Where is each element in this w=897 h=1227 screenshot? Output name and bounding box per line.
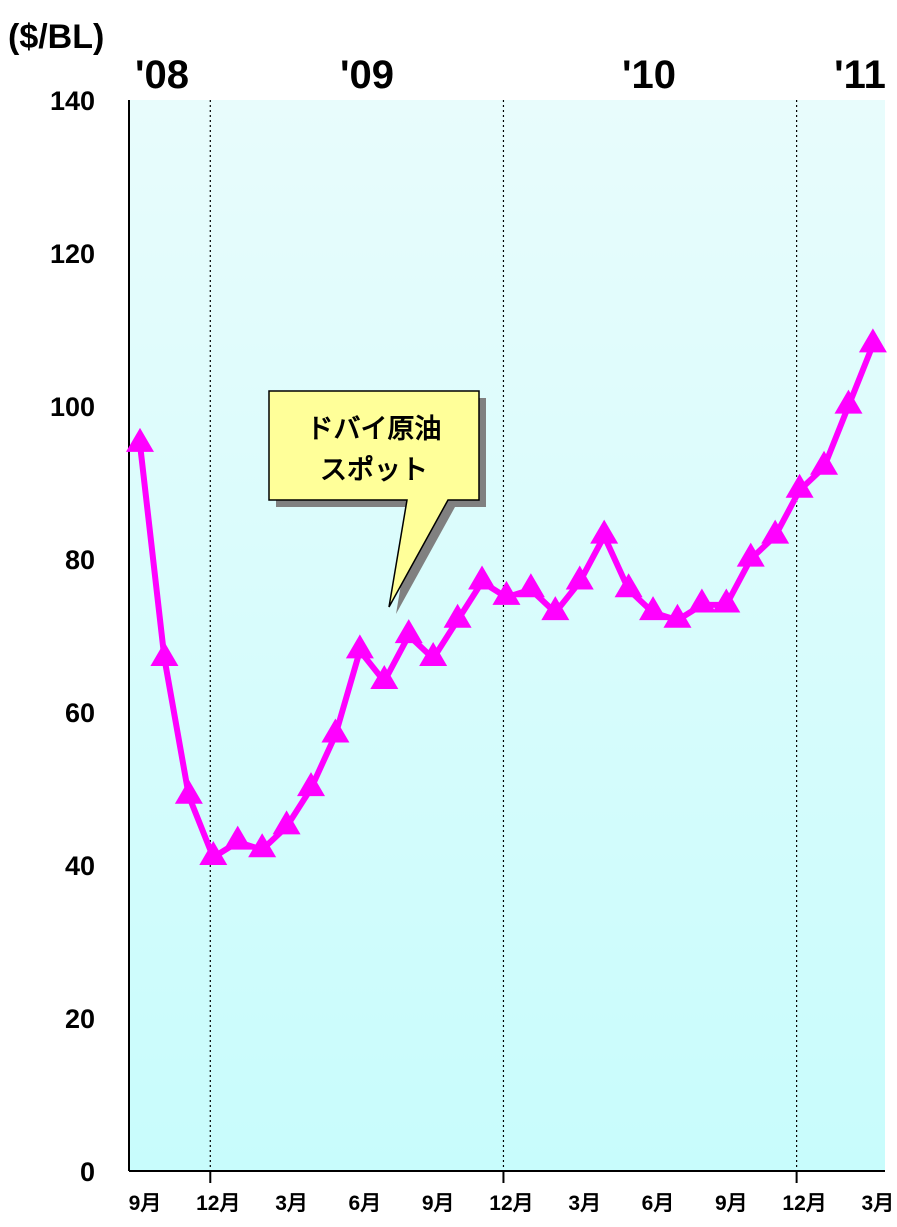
data-point-marker xyxy=(272,810,301,835)
data-point-marker xyxy=(223,825,252,850)
y-tick-label: 40 xyxy=(65,851,95,881)
y-tick-label: 0 xyxy=(80,1157,95,1187)
data-point-marker xyxy=(516,573,545,598)
y-tick-label: 120 xyxy=(50,239,95,269)
data-point-marker xyxy=(541,596,570,621)
data-point-marker xyxy=(736,542,765,567)
data-point-marker xyxy=(858,328,887,353)
series-dubai-crude-spot xyxy=(126,328,887,865)
data-point-marker xyxy=(687,588,716,613)
data-point-marker xyxy=(834,389,863,414)
data-point-marker xyxy=(150,642,179,667)
data-point-marker xyxy=(492,580,521,605)
x-tick-label: 12月 xyxy=(782,1192,826,1215)
year-label: '09 xyxy=(340,53,394,97)
data-point-marker xyxy=(761,519,790,544)
data-point-marker xyxy=(590,519,619,544)
data-point-marker xyxy=(810,450,839,475)
year-label: '08 xyxy=(135,53,189,97)
year-boundary-gridlines xyxy=(209,100,798,1183)
axes xyxy=(128,100,885,1172)
plot-area xyxy=(129,100,885,1171)
data-point-marker xyxy=(345,634,374,659)
data-point-marker xyxy=(663,603,692,628)
year-label: '10 xyxy=(622,53,676,97)
data-point-marker xyxy=(785,473,814,498)
data-point-marker xyxy=(126,427,154,452)
data-point-marker xyxy=(419,642,448,667)
year-label: '11 xyxy=(834,53,886,97)
y-tick-label: 20 xyxy=(65,1004,95,1034)
annotation-line-2: スポット xyxy=(320,455,428,485)
y-axis-unit-label: ($/BL) xyxy=(8,18,104,56)
x-tick-label: 9月 xyxy=(422,1192,455,1215)
data-point-marker xyxy=(565,565,594,590)
data-point-marker xyxy=(248,833,277,858)
data-point-marker xyxy=(712,588,741,613)
y-axis-ticks: 0 20 40 60 80 100 120 140 xyxy=(50,86,95,1187)
data-point-marker xyxy=(297,772,326,797)
data-point-marker xyxy=(614,573,643,598)
annotation-callout: ドバイ原油 スポット xyxy=(268,390,486,614)
data-point-marker xyxy=(443,603,472,628)
data-point-marker xyxy=(468,565,497,590)
x-tick-label: 9月 xyxy=(129,1192,162,1215)
x-tick-label: 3月 xyxy=(862,1192,895,1215)
callout-box xyxy=(268,390,480,608)
x-axis-ticks: 9月 12月 3月 6月 9月 12月 3月 6月 9月 12月 3月 xyxy=(129,1192,895,1215)
x-tick-label: 3月 xyxy=(568,1192,601,1215)
y-tick-label: 60 xyxy=(65,698,95,728)
x-tick-label: 12月 xyxy=(196,1192,240,1215)
x-tick-label: 12月 xyxy=(489,1192,533,1215)
year-labels: '08 '09 '10 '11 xyxy=(135,53,886,97)
data-point-marker xyxy=(370,665,399,689)
data-point-marker xyxy=(199,840,228,865)
annotation-line-1: ドバイ原油 xyxy=(307,414,442,444)
y-tick-label: 140 xyxy=(50,86,95,116)
x-tick-label: 6月 xyxy=(642,1192,675,1215)
data-point-marker xyxy=(394,619,423,644)
x-tick-label: 3月 xyxy=(275,1192,308,1215)
x-tick-label: 9月 xyxy=(715,1192,748,1215)
data-point-marker xyxy=(639,596,668,621)
data-point-marker xyxy=(174,779,203,804)
data-point-marker xyxy=(321,718,350,743)
x-tick-label: 6月 xyxy=(349,1192,382,1215)
y-tick-label: 80 xyxy=(65,545,95,575)
y-tick-label: 100 xyxy=(50,392,95,422)
